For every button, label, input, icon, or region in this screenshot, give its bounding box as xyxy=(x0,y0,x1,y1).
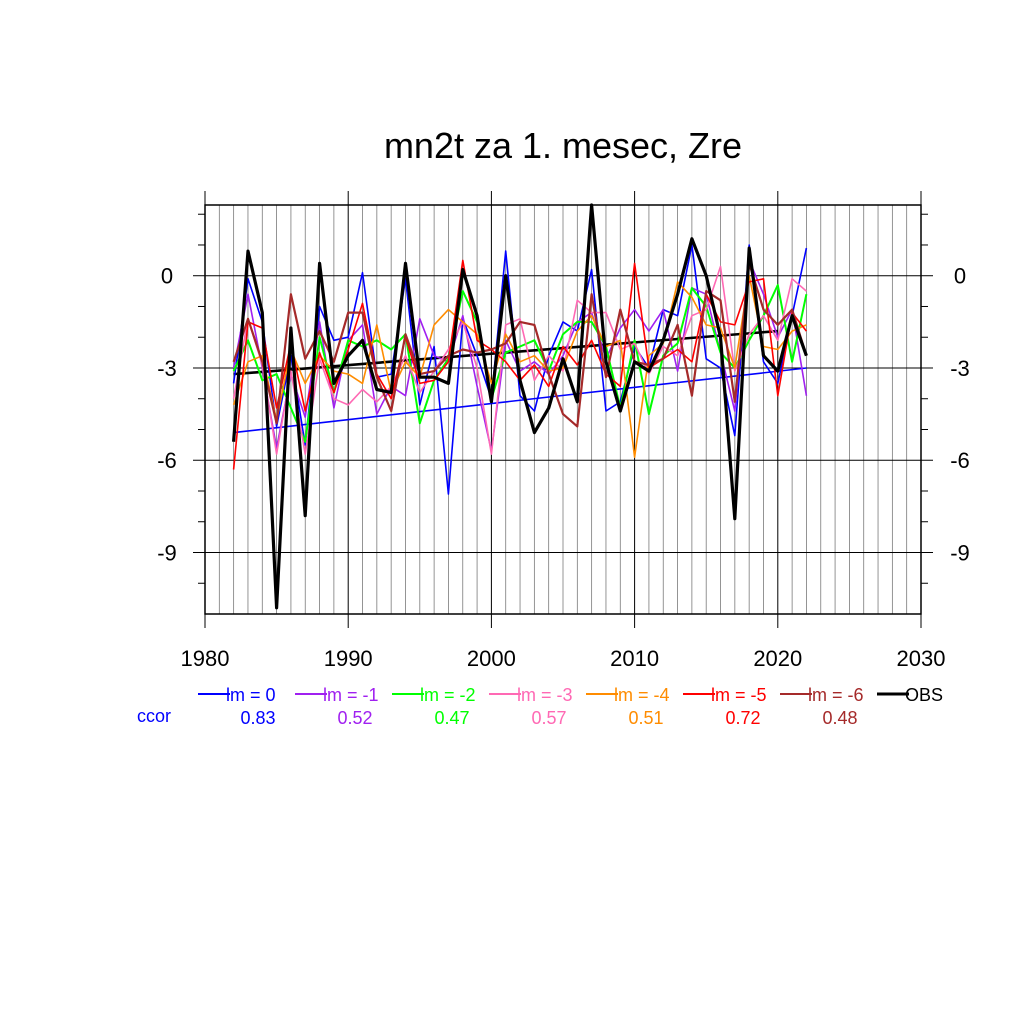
axes: 1980 1990 2000 2010 2020 2030 0 0 -3 -3 -6 -6 -9 -9 xyxy=(157,191,970,671)
ccor-value: 0.47 xyxy=(434,708,469,728)
legend-label: lm = -2 xyxy=(420,685,476,705)
legend-label: OBS xyxy=(905,685,943,705)
series-line xyxy=(232,203,808,610)
x-tick-label: 2020 xyxy=(753,646,802,671)
trend-line xyxy=(233,367,807,434)
series-line xyxy=(232,244,808,495)
series-line xyxy=(232,284,808,443)
ccor-value: 0.48 xyxy=(822,708,857,728)
legend-label: lm = -5 xyxy=(711,685,767,705)
y-tick-label-right: -9 xyxy=(950,540,970,565)
chart-title: mn2t za 1. mesec, Zre xyxy=(384,125,742,166)
y-tick-label-left: -9 xyxy=(157,540,177,565)
legend-label: lm = -4 xyxy=(614,685,670,705)
ccor-label: ccor xyxy=(137,706,171,726)
y-tick-label-right: -3 xyxy=(950,356,970,381)
series-line xyxy=(232,274,807,459)
legend-label: lm = 0 xyxy=(226,685,276,705)
ccor-value: 0.83 xyxy=(240,708,275,728)
series-lines xyxy=(232,203,808,610)
legend: lm = 0 0.83 lm = -1 0.52 lm = -2 0.47 lm = -3 0… xyxy=(198,685,943,728)
y-tick-label-right: -6 xyxy=(950,448,970,473)
legend-label: lm = -3 xyxy=(517,685,573,705)
y-tick-label-left: -6 xyxy=(157,448,177,473)
y-tick-label-left: -3 xyxy=(157,356,177,381)
ccor-value: 0.51 xyxy=(628,708,663,728)
y-tick-label-left: 0 xyxy=(161,264,173,289)
ccor-value: 0.72 xyxy=(725,708,760,728)
plot-frame xyxy=(204,204,922,615)
y-tick-label-right: 0 xyxy=(954,264,966,289)
x-tick-label: 2000 xyxy=(467,646,516,671)
x-tick-label: 1990 xyxy=(324,646,373,671)
ccor-value: 0.52 xyxy=(337,708,372,728)
legend-label: lm = -1 xyxy=(323,685,379,705)
legend-label: lm = -6 xyxy=(808,685,864,705)
ccor-value: 0.57 xyxy=(531,708,566,728)
x-tick-label: 2030 xyxy=(897,646,946,671)
x-tick-label: 2010 xyxy=(610,646,659,671)
x-tick-label: 1980 xyxy=(181,646,230,671)
